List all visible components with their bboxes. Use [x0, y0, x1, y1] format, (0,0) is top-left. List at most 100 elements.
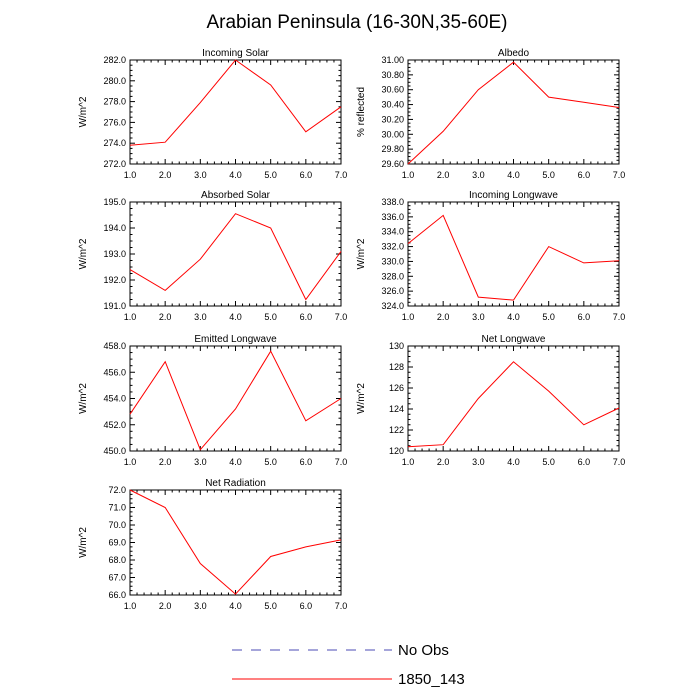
x-tick-label: 4.0 [229, 170, 242, 180]
panel-incoming-solar: Incoming Solar 1.0 2.0 3.0 4.0 5.0 6.0 7.0 272.0… [78, 48, 347, 180]
legend-label: 1850_143 [398, 671, 465, 688]
x-tick-label: 2.0 [159, 601, 172, 611]
x-tick-label: 1.0 [402, 312, 415, 322]
legend-label: No Obs [398, 642, 449, 659]
legend-item-no-obs: No Obs [232, 642, 449, 659]
x-tick-label: 5.0 [264, 170, 277, 180]
x-tick-label: 4.0 [229, 457, 242, 467]
y-tick-label: 338.0 [381, 197, 404, 207]
y-tick-label: 282.0 [103, 55, 126, 65]
series-line-1850-143 [129, 350, 342, 451]
x-tick-label: 5.0 [264, 457, 277, 467]
x-tick-label: 7.0 [613, 312, 626, 322]
y-axis-label: % reflected [356, 87, 367, 137]
figure-title: Arabian Peninsula (16-30N,35-60E) [206, 12, 507, 33]
x-tick-label: 4.0 [507, 312, 520, 322]
y-tick-label: 30.80 [381, 70, 404, 80]
y-tick-label: 130 [389, 341, 404, 351]
x-tick-label: 1.0 [124, 457, 137, 467]
panel-absorbed-solar: Absorbed Solar 1.0 2.0 3.0 4.0 5.0 6.0 7.0 191.0… [78, 190, 347, 322]
x-tick-label: 2.0 [437, 170, 450, 180]
y-axis-label: W/m^2 [78, 383, 89, 414]
x-tick-label: 4.0 [507, 457, 520, 467]
x-tick-label: 1.0 [124, 312, 137, 322]
y-tick-label: 278.0 [103, 97, 126, 107]
y-tick-label: 128 [389, 362, 404, 372]
legend-item-1850-143: 1850_143 [232, 671, 465, 688]
panel-albedo: Albedo 1.0 2.0 3.0 4.0 5.0 6.0 7.0 29.60 29.80 30.… [356, 48, 625, 180]
y-tick-label: 336.0 [381, 212, 404, 222]
panel-title: Incoming Longwave [469, 190, 558, 201]
y-tick-label: 191.0 [103, 301, 126, 311]
x-tick-label: 7.0 [335, 601, 348, 611]
y-axis-label: W/m^2 [356, 238, 367, 269]
x-tick-label: 2.0 [159, 170, 172, 180]
y-tick-label: 66.0 [108, 590, 126, 600]
y-tick-label: 126 [389, 383, 404, 393]
y-tick-label: 272.0 [103, 159, 126, 169]
panel-title: Albedo [498, 48, 530, 59]
x-tick-label: 1.0 [402, 457, 415, 467]
y-tick-label: 276.0 [103, 117, 126, 127]
x-tick-label: 7.0 [613, 170, 626, 180]
y-tick-label: 30.00 [381, 129, 404, 139]
y-tick-label: 30.20 [381, 114, 404, 124]
x-tick-label: 5.0 [542, 457, 555, 467]
y-tick-label: 194.0 [103, 223, 126, 233]
panel-title: Absorbed Solar [201, 190, 271, 201]
x-tick-label: 4.0 [229, 601, 242, 611]
x-tick-label: 1.0 [402, 170, 415, 180]
panel-net-longwave: Net Longwave 1.0 2.0 3.0 4.0 5.0 6.0 7.0 120 122 1… [356, 334, 625, 467]
x-tick-label: 2.0 [159, 312, 172, 322]
y-tick-label: 69.0 [108, 538, 126, 548]
y-tick-label: 450.0 [103, 446, 126, 456]
y-tick-label: 68.0 [108, 555, 126, 565]
y-tick-label: 280.0 [103, 76, 126, 86]
x-tick-label: 5.0 [264, 312, 277, 322]
series-line-1850-143 [129, 489, 342, 595]
series-line-1850-143 [407, 361, 620, 448]
x-tick-label: 5.0 [264, 601, 277, 611]
y-tick-label: 70.0 [108, 520, 126, 530]
y-tick-label: 193.0 [103, 249, 126, 259]
series-line-1850-143 [407, 214, 620, 301]
x-tick-label: 3.0 [472, 312, 485, 322]
x-tick-label: 7.0 [335, 457, 348, 467]
plot-frame [129, 59, 342, 165]
legend: No Obs 1850_143 [232, 642, 465, 688]
y-tick-label: 71.0 [108, 503, 126, 513]
y-axis-label: W/m^2 [78, 238, 89, 269]
plot-frame [407, 201, 620, 307]
panel-net-radiation: Net Radiation 1.0 2.0 3.0 4.0 5.0 6.0 7.0 66.0 67… [78, 478, 347, 611]
x-tick-label: 5.0 [542, 312, 555, 322]
x-tick-label: 6.0 [300, 312, 313, 322]
y-tick-label: 120 [389, 446, 404, 456]
plot-frame [129, 201, 342, 307]
y-tick-label: 124 [389, 404, 404, 414]
x-tick-label: 3.0 [194, 601, 207, 611]
panel-title: Emitted Longwave [194, 334, 277, 345]
y-tick-label: 456.0 [103, 367, 126, 377]
y-tick-label: 458.0 [103, 341, 126, 351]
x-tick-label: 3.0 [194, 312, 207, 322]
x-tick-label: 1.0 [124, 170, 137, 180]
y-tick-label: 334.0 [381, 227, 404, 237]
y-tick-label: 29.80 [381, 144, 404, 154]
x-tick-label: 4.0 [229, 312, 242, 322]
x-tick-label: 6.0 [300, 457, 313, 467]
panel-incoming-longwave: Incoming Longwave 1.0 2.0 3.0 4.0 5.0 6.0 7.0 32… [356, 190, 625, 322]
series-line-1850-143 [129, 59, 342, 146]
y-tick-label: 72.0 [108, 485, 126, 495]
x-tick-label: 3.0 [194, 457, 207, 467]
y-tick-label: 122 [389, 425, 404, 435]
y-tick-label: 332.0 [381, 242, 404, 252]
y-axis-label: W/m^2 [356, 383, 367, 414]
x-tick-label: 3.0 [472, 170, 485, 180]
panel-title: Net Radiation [205, 478, 266, 489]
y-tick-label: 31.00 [381, 55, 404, 65]
x-tick-label: 1.0 [124, 601, 137, 611]
plot-frame [129, 345, 342, 452]
y-tick-label: 326.0 [381, 286, 404, 296]
y-tick-label: 324.0 [381, 301, 404, 311]
